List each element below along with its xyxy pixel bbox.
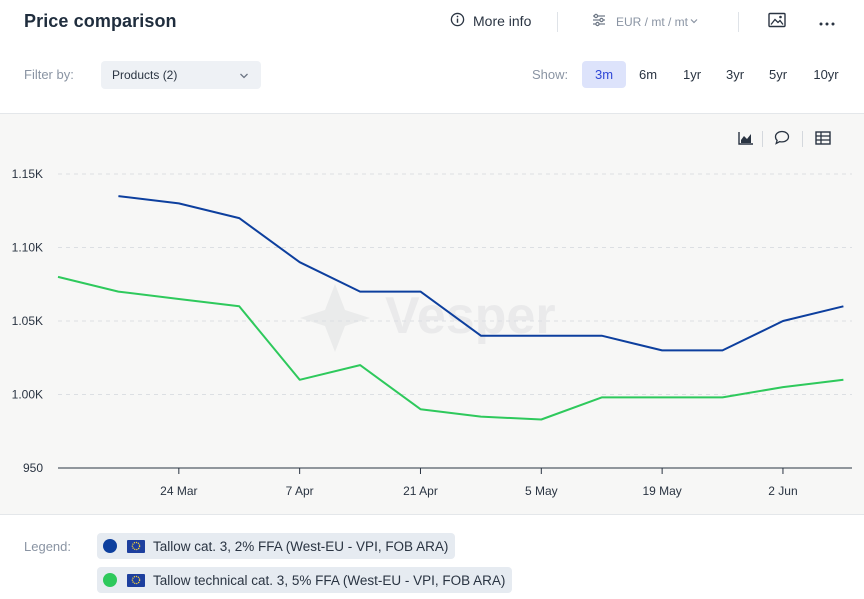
annotations-button[interactable] bbox=[771, 130, 793, 150]
eu-flag-icon bbox=[127, 539, 145, 553]
show-label: Show: bbox=[532, 67, 569, 82]
legend-label: Legend: bbox=[24, 539, 71, 554]
chevron-down-icon bbox=[239, 70, 249, 84]
image-export-button[interactable] bbox=[766, 12, 788, 32]
eu-flag-icon bbox=[127, 573, 145, 587]
sliders-icon bbox=[592, 13, 606, 30]
chart-panel bbox=[0, 113, 864, 515]
products-select-value: Products (2) bbox=[112, 68, 178, 82]
range-button-6m[interactable]: 6m bbox=[638, 67, 658, 82]
table-view-button[interactable] bbox=[812, 130, 834, 150]
chart-header: Price comparison More info EUR / mt / mt bbox=[0, 0, 864, 44]
unit-selector[interactable]: EUR / mt / mt bbox=[592, 13, 699, 30]
info-icon bbox=[450, 12, 465, 30]
filter-label: Filter by: bbox=[24, 67, 74, 82]
more-info-label: More info bbox=[473, 13, 532, 29]
range-button-3m[interactable]: 3m bbox=[582, 61, 626, 88]
comment-icon bbox=[774, 130, 790, 150]
range-button-3yr[interactable]: 3yr bbox=[725, 67, 745, 82]
image-icon bbox=[768, 12, 786, 33]
divider bbox=[557, 12, 558, 32]
divider bbox=[802, 131, 803, 147]
range-button-10yr[interactable]: 10yr bbox=[813, 67, 839, 82]
page-title: Price comparison bbox=[24, 11, 177, 31]
products-select[interactable]: Products (2) bbox=[101, 61, 261, 89]
divider bbox=[738, 12, 739, 32]
chevron-down-icon bbox=[689, 15, 699, 29]
unit-label: EUR / mt / mt bbox=[616, 14, 688, 29]
table-icon bbox=[815, 130, 831, 150]
range-button-1yr[interactable]: 1yr bbox=[682, 67, 702, 82]
more-options-button[interactable] bbox=[816, 12, 838, 32]
legend-item-tallow-cat3[interactable]: Tallow cat. 3, 2% FFA (West-EU - VPI, FO… bbox=[97, 533, 456, 559]
more-info-button[interactable]: More info bbox=[450, 12, 531, 30]
legend-item-label: Tallow technical cat. 3, 5% FFA (West-EU… bbox=[153, 572, 506, 588]
area-chart-icon bbox=[738, 131, 754, 150]
chart-type-button[interactable] bbox=[735, 130, 757, 150]
divider bbox=[762, 131, 763, 147]
legend-item-label: Tallow cat. 3, 2% FFA (West-EU - VPI, FO… bbox=[153, 538, 449, 554]
range-button-5yr[interactable]: 5yr bbox=[768, 67, 788, 82]
legend-dot bbox=[103, 539, 117, 553]
legend-item-tallow-technical-cat3[interactable]: Tallow technical cat. 3, 5% FFA (West-EU… bbox=[97, 567, 513, 593]
legend-dot bbox=[103, 573, 117, 587]
more-horizontal-icon bbox=[819, 13, 835, 31]
